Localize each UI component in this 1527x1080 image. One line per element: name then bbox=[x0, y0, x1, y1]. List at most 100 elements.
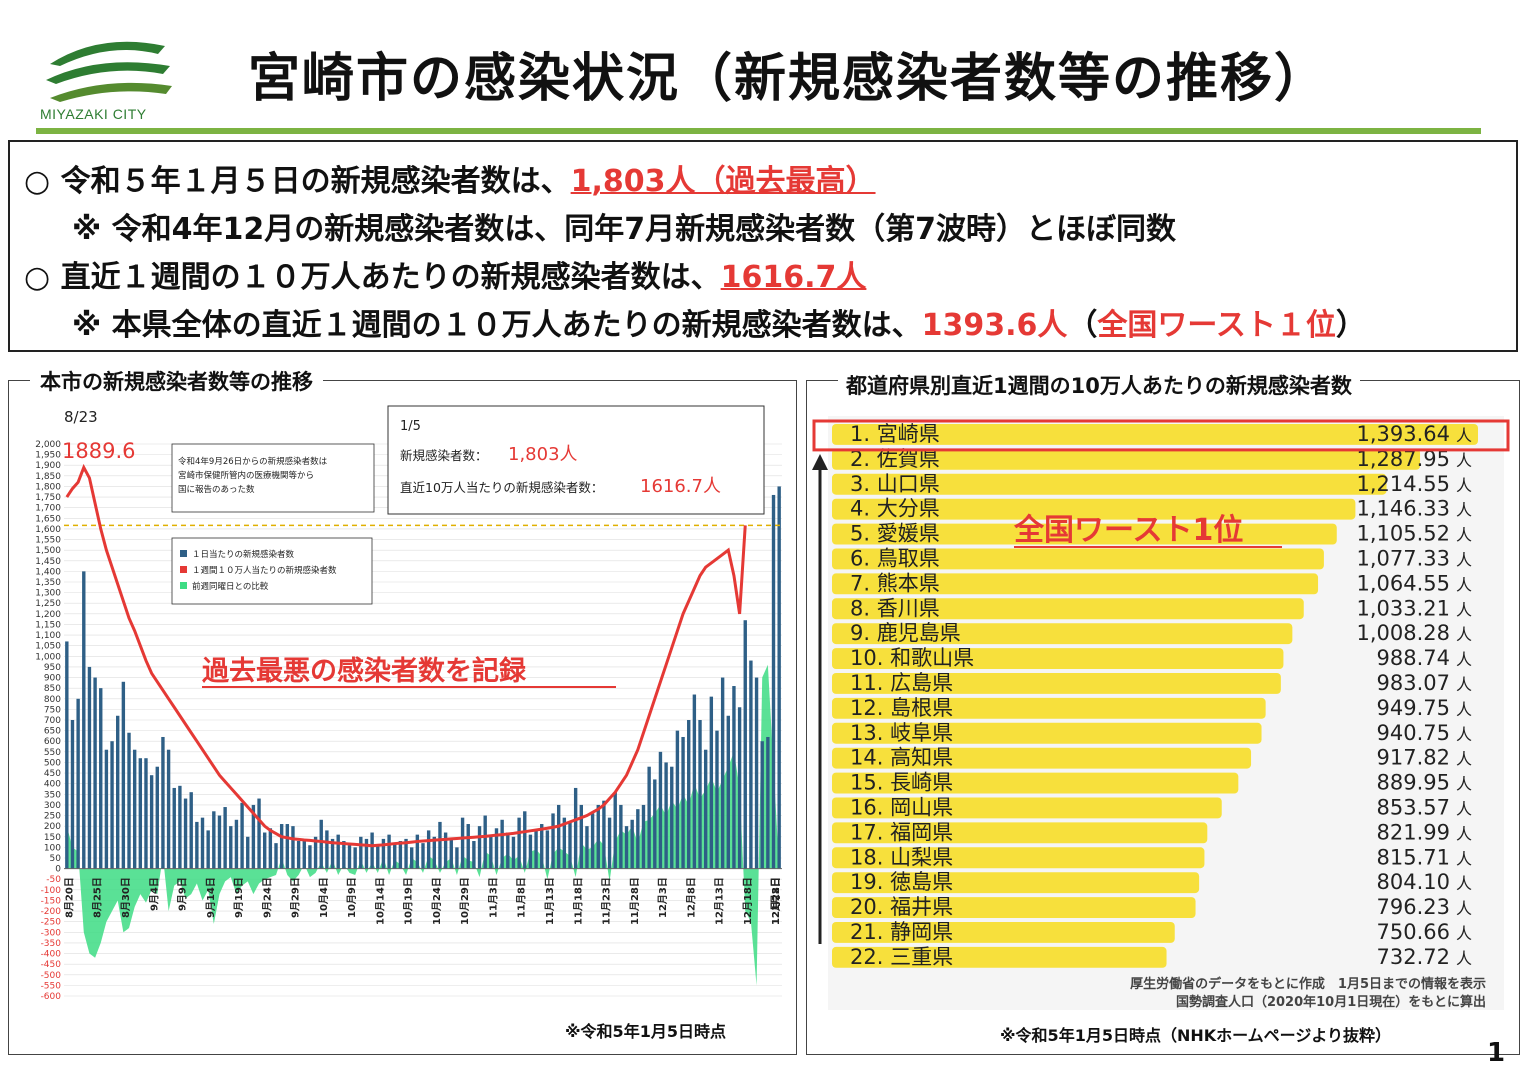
y-tick-label: 900 bbox=[44, 674, 61, 684]
unit-label: 人 bbox=[1456, 824, 1472, 843]
daily-bar bbox=[477, 826, 482, 869]
unit-label: 人 bbox=[1456, 874, 1472, 893]
daily-bar bbox=[573, 787, 578, 869]
y-tick-label: 450 bbox=[44, 769, 61, 779]
value-label: 917.82 bbox=[1377, 746, 1450, 770]
daily-bar bbox=[760, 741, 764, 869]
prefecture-label: 6. 鳥取県 bbox=[850, 547, 940, 571]
y-tick-label: 200 bbox=[44, 822, 61, 832]
prefecture-bar bbox=[832, 747, 1252, 769]
daily-bar bbox=[409, 847, 414, 869]
x-tick-label: 9月9日 bbox=[177, 877, 189, 911]
daily-bar bbox=[336, 834, 340, 869]
y-tick-label: 1,600 bbox=[35, 525, 61, 535]
prefecture-label: 8. 香川県 bbox=[850, 596, 940, 620]
daily-bar bbox=[653, 779, 657, 869]
daily-bar bbox=[754, 677, 759, 869]
unit-label: 人 bbox=[1456, 426, 1472, 445]
daily-bar bbox=[308, 845, 312, 869]
daily-bar bbox=[483, 815, 487, 869]
prefecture-label: 3. 山口県 bbox=[850, 472, 940, 496]
daily-bar bbox=[737, 707, 742, 869]
value-label: 821.99 bbox=[1377, 820, 1450, 844]
daily-bar bbox=[172, 787, 176, 869]
prefecture-label: 9. 鹿児島県 bbox=[850, 621, 961, 645]
y-tick-label: 950 bbox=[44, 663, 61, 673]
daily-bar bbox=[212, 811, 216, 869]
rank-arrow-head bbox=[812, 454, 828, 470]
prefecture-bar bbox=[832, 448, 1421, 470]
unit-label: 人 bbox=[1456, 476, 1472, 495]
daily-bar bbox=[777, 486, 781, 869]
x-tick-label: 12月13日 bbox=[714, 877, 726, 925]
value-label: 1,105.52 bbox=[1356, 522, 1450, 546]
daily-bar bbox=[229, 826, 233, 869]
daily-bar bbox=[381, 838, 386, 869]
daily-bar bbox=[223, 807, 227, 869]
value-label: 889.95 bbox=[1377, 771, 1450, 795]
daily-bar bbox=[359, 836, 363, 869]
daily-bar bbox=[647, 766, 651, 869]
daily-bar bbox=[132, 749, 137, 869]
x-tick-label: 10月9日 bbox=[346, 877, 358, 918]
y-tick-label: 400 bbox=[44, 780, 61, 790]
daily-bar bbox=[585, 826, 589, 869]
value-label: 804.10 bbox=[1377, 870, 1450, 894]
daily-bar bbox=[664, 762, 668, 869]
x-tick-label: 10月24日 bbox=[431, 877, 443, 925]
y-tick-label: 650 bbox=[44, 727, 61, 737]
legend-swatch bbox=[180, 550, 187, 557]
value-label: 988.74 bbox=[1377, 646, 1450, 670]
daily-bar bbox=[432, 836, 437, 869]
y-tick-label: 50 bbox=[50, 854, 62, 864]
unit-label: 人 bbox=[1456, 700, 1472, 719]
prefecture-bar bbox=[832, 697, 1266, 719]
daily-bar bbox=[540, 824, 544, 869]
daily-bar bbox=[426, 830, 431, 869]
summary-line-2: ※ 令和4年12月の新規感染者数は、同年7月新規感染者数（第7波時）とほぼ同数 bbox=[72, 212, 1176, 247]
daily-bar bbox=[613, 792, 617, 869]
daily-bar bbox=[127, 732, 131, 869]
daily-bar bbox=[257, 798, 261, 869]
daily-bar bbox=[93, 677, 97, 869]
daily-bar bbox=[70, 720, 75, 869]
prefecture-label: 10. 和歌山県 bbox=[850, 646, 974, 670]
daily-bar bbox=[76, 698, 80, 869]
daily-bar bbox=[556, 804, 561, 869]
daily-bar bbox=[121, 681, 126, 869]
y-tick-label: 2,000 bbox=[35, 440, 61, 450]
prefecture-bar bbox=[832, 897, 1196, 918]
y-tick-label: 1,200 bbox=[35, 610, 61, 620]
daily-bar bbox=[178, 785, 182, 869]
x-tick-label: 11月8日 bbox=[516, 877, 528, 918]
x-tick-label: 12月18日 bbox=[742, 877, 754, 925]
value-label: 1,214.55 bbox=[1356, 472, 1450, 496]
value-label: 1,064.55 bbox=[1356, 571, 1450, 595]
daily-bar bbox=[579, 804, 583, 869]
y-tick-label: 1,250 bbox=[35, 599, 61, 609]
daily-bar bbox=[353, 847, 357, 869]
prefecture-label: 4. 大分県 bbox=[850, 497, 940, 521]
daily-bar bbox=[387, 834, 391, 869]
summary-highlight: 1393.6人 bbox=[921, 308, 1068, 343]
daily-bar bbox=[528, 834, 533, 869]
latest-rate-label: 直近10万人当たりの新規感染者数： bbox=[400, 480, 603, 495]
y-tick-label: -50 bbox=[46, 875, 61, 885]
value-label: 1,033.21 bbox=[1356, 596, 1450, 620]
x-tick-label: 9月14日 bbox=[205, 877, 217, 918]
daily-bar bbox=[347, 845, 352, 869]
y-tick-label: 550 bbox=[44, 748, 61, 758]
y-tick-label: -500 bbox=[41, 971, 62, 981]
value-label: 1,146.33 bbox=[1356, 497, 1450, 521]
prefecture-bar bbox=[832, 847, 1205, 869]
daily-bar bbox=[330, 838, 335, 869]
y-tick-label: -100 bbox=[41, 886, 62, 896]
y-tick-label: 1,100 bbox=[35, 631, 61, 641]
prefecture-ranking-chart: 1. 宮崎県 1,393.64 人2. 佐賀県 1,287.95 人3. 山口県 1,21… bbox=[812, 416, 1510, 1010]
value-label: 732.72 bbox=[1377, 945, 1450, 969]
note-box bbox=[171, 443, 375, 513]
daily-bar bbox=[658, 751, 663, 869]
x-tick-label: 10月14日 bbox=[374, 877, 386, 925]
unit-label: 人 bbox=[1456, 849, 1472, 868]
y-tick-label: 850 bbox=[44, 684, 61, 694]
